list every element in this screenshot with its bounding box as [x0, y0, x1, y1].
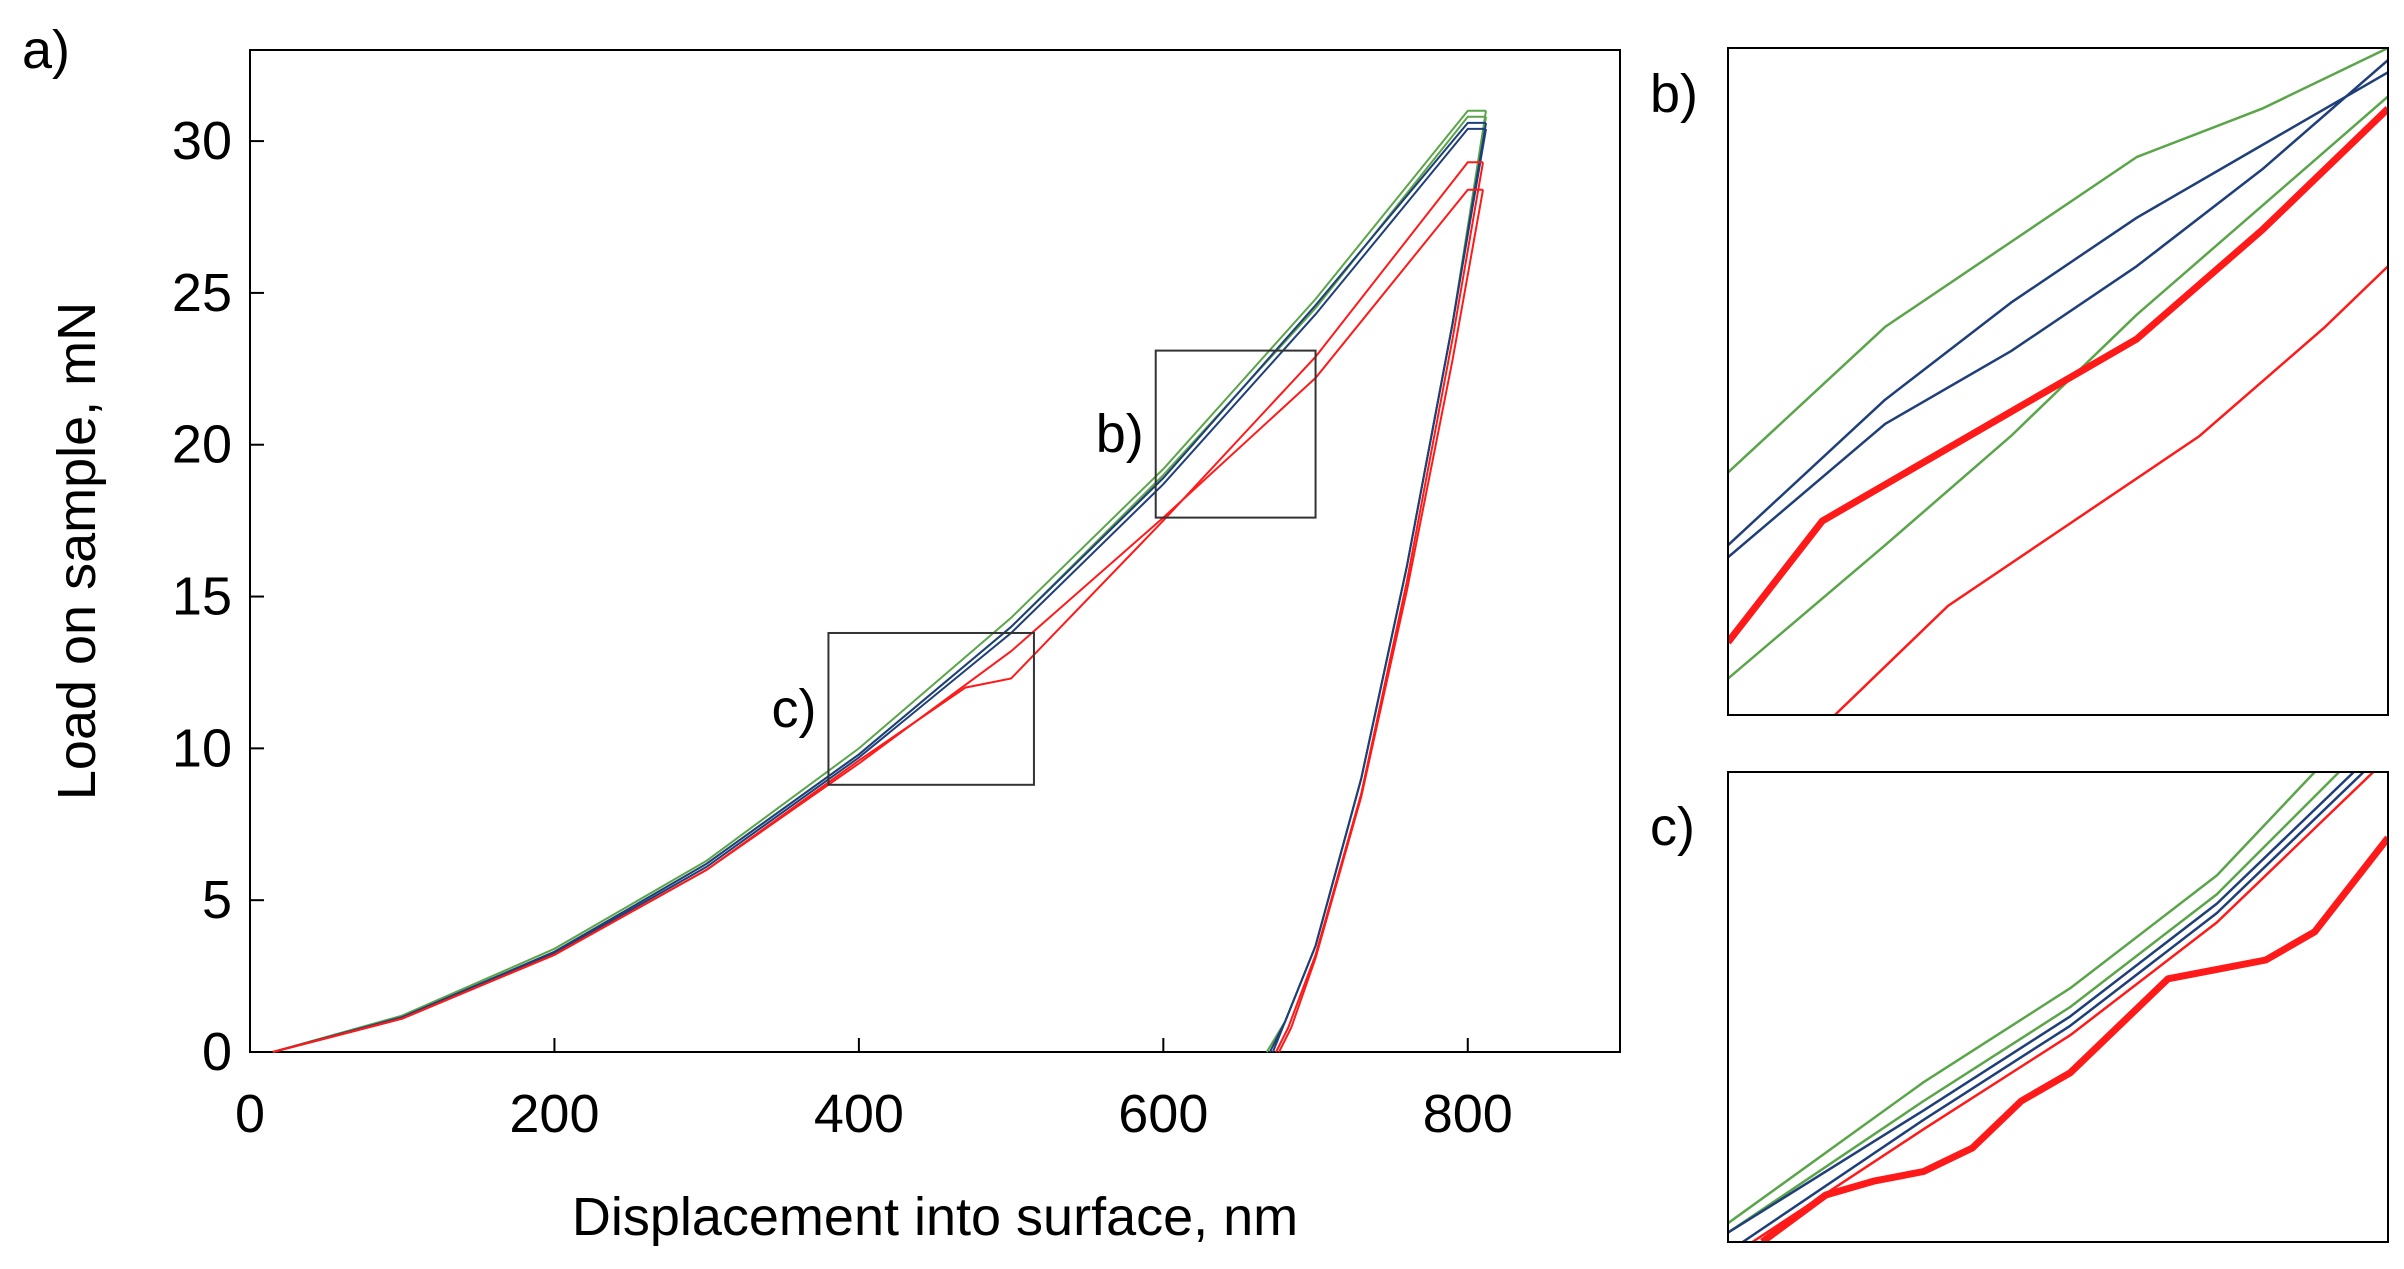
y-tick-label: 10	[172, 718, 232, 778]
series-2-loading-line	[272, 115, 1486, 1053]
y-tick-label: 0	[202, 1022, 232, 1082]
series-3-unloading-line	[1269, 122, 1487, 1053]
inset-series-4-line	[1728, 59, 2388, 559]
x-ticks-a: 0 200 400 600 800	[235, 1038, 1513, 1144]
y-tick-label: 5	[202, 870, 232, 930]
x-tick-label: 0	[235, 1084, 265, 1144]
panel-label-b: b)	[1650, 64, 1698, 124]
zoom-box-label: c)	[771, 679, 816, 739]
plot-frame-b	[1727, 47, 2389, 716]
inset-series-5-line	[1728, 106, 2388, 645]
series-5-unloading-line	[1275, 162, 1484, 1053]
series-5-loading-line	[272, 161, 1483, 1053]
plot-frame-a	[249, 49, 1621, 1053]
panel-c	[1727, 771, 2389, 1243]
series-4-loading-line	[272, 127, 1486, 1053]
inset-series-2-line	[1728, 772, 2340, 1234]
inset-series-5-line	[1751, 772, 2375, 1242]
panel-a: 0 5 10 15 20 25 30 0 200 400 600 800 b) c) Displace…	[47, 49, 1621, 1247]
y-ticks-a: 0 5 10 15 20 25 30	[172, 111, 264, 1082]
zoom-box-b	[1154, 349, 1317, 519]
x-axis-label: Displacement into surface, nm	[572, 1187, 1298, 1247]
series-group-b	[1728, 48, 2388, 715]
y-tick-label: 15	[172, 567, 232, 627]
series-3-loading-line	[272, 121, 1486, 1053]
y-tick-label: 30	[172, 111, 232, 171]
zoom-box-c	[827, 631, 1035, 786]
zoom-boxes-a: b) c)	[771, 349, 1317, 786]
inset-series-4-line	[1742, 772, 2365, 1242]
zoom-box-label: b)	[1096, 404, 1144, 464]
inset-series-6-line	[1760, 835, 2388, 1242]
inset-series-6-line	[1834, 265, 2388, 715]
series-1-unloading-line	[1265, 110, 1487, 1053]
x-tick-label: 200	[509, 1084, 599, 1144]
x-tick-label: 400	[814, 1084, 904, 1144]
inset-series-3-line	[1728, 772, 2355, 1234]
series-4-unloading-line	[1271, 128, 1487, 1053]
panel-label-a: a)	[22, 20, 70, 80]
y-axis-label: Load on sample, mN	[47, 302, 107, 800]
series-group-a	[272, 109, 1487, 1053]
inset-series-1-line	[1728, 772, 2316, 1225]
inset-series-3-line	[1728, 71, 2388, 547]
series-2-unloading-line	[1265, 116, 1487, 1053]
inset-series-1-line	[1728, 48, 2388, 474]
panel-label-c: c)	[1650, 797, 1695, 857]
series-group-c	[1728, 772, 2388, 1242]
series-6-loading-line	[272, 188, 1483, 1053]
panel-b	[1727, 47, 2389, 716]
series-6-unloading-line	[1278, 189, 1484, 1053]
plot-frame-c	[1727, 771, 2389, 1243]
y-tick-label: 25	[172, 263, 232, 323]
x-tick-label: 800	[1423, 1084, 1513, 1144]
series-1-loading-line	[272, 109, 1486, 1053]
x-tick-label: 600	[1118, 1084, 1208, 1144]
y-tick-label: 20	[172, 415, 232, 475]
